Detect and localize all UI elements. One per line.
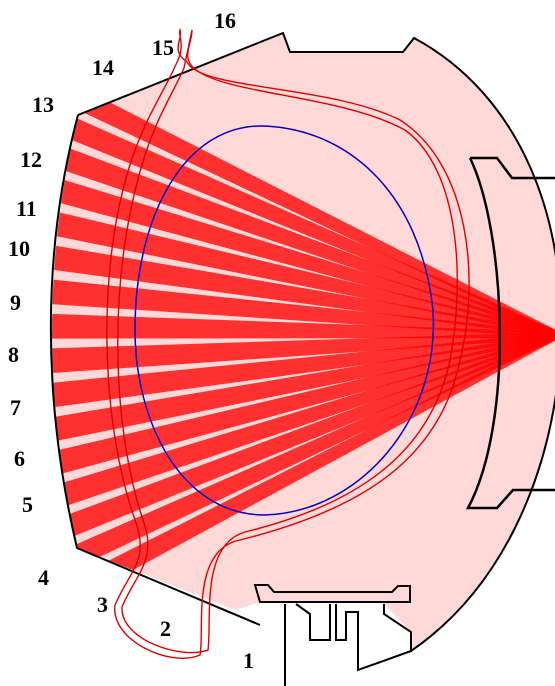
channel-label-3: 3 xyxy=(97,592,108,617)
beam-14 xyxy=(51,332,555,583)
divertor-structure xyxy=(253,584,412,686)
beam-12 xyxy=(51,332,555,502)
beam-4 xyxy=(51,148,555,338)
beam-6 xyxy=(51,229,555,338)
channel-label-1: 1 xyxy=(243,648,254,673)
vessel-inner-wall xyxy=(49,114,261,626)
channel-label-13: 13 xyxy=(32,92,54,117)
channel-label-9: 9 xyxy=(10,290,21,315)
beam-1 xyxy=(51,33,555,338)
diagnostic-port xyxy=(465,156,555,510)
vessel-wall xyxy=(77,31,555,652)
channel-label-11: 11 xyxy=(16,196,37,221)
channel-labels: 1 2 3 4 5 6 7 8 9 10 11 12 13 14 15 16 xyxy=(8,8,254,673)
channel-label-10: 10 xyxy=(8,236,30,261)
separatrix-inner xyxy=(117,29,458,654)
separatrix-outer xyxy=(106,27,470,659)
beam-11 xyxy=(51,332,555,461)
channel-label-6: 6 xyxy=(14,446,25,471)
channel-label-2: 2 xyxy=(160,616,171,641)
beam-3 xyxy=(51,107,555,338)
channel-label-14: 14 xyxy=(92,55,114,80)
channel-label-16: 16 xyxy=(214,8,236,33)
channel-label-7: 7 xyxy=(10,395,21,420)
channel-label-15: 15 xyxy=(152,35,174,60)
channel-label-4: 4 xyxy=(38,565,49,590)
beam-2 xyxy=(51,66,555,338)
channel-label-8: 8 xyxy=(8,342,19,367)
plasma-boundary xyxy=(134,125,435,516)
beam-8 xyxy=(51,310,555,339)
channel-label-12: 12 xyxy=(20,147,42,172)
channel-label-5: 5 xyxy=(22,492,33,517)
beam-5 xyxy=(51,188,555,338)
beam-15 xyxy=(51,332,555,624)
beam-9 xyxy=(51,332,555,380)
beam-7 xyxy=(51,270,555,338)
beam-13 xyxy=(51,332,555,542)
